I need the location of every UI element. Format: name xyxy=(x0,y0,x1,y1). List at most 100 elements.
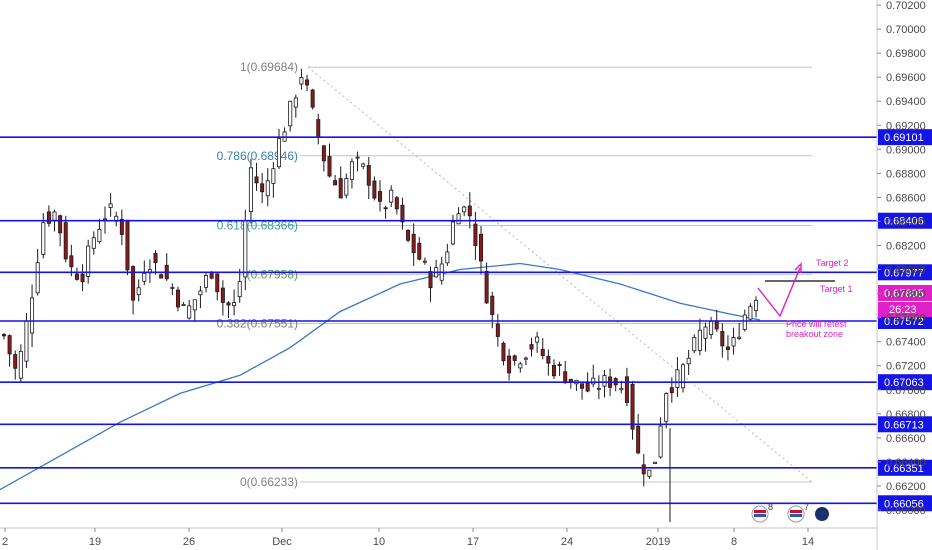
price-tick-label: 0.68800 xyxy=(886,168,926,180)
candle-up xyxy=(86,245,91,277)
flag-stripe xyxy=(790,510,802,513)
countdown-tag xyxy=(878,301,932,317)
candle-down xyxy=(333,180,338,186)
candle-up xyxy=(602,375,607,387)
level-price-tag xyxy=(878,495,932,512)
price-axis[interactable]: 0.70200 0.70000 0.69800 0.69600 0.69400 0.692… xyxy=(877,0,926,517)
level-price-label: 0.69101 xyxy=(884,132,924,144)
candle-down xyxy=(400,204,405,223)
candle-down xyxy=(74,273,79,280)
candle-up xyxy=(136,287,141,296)
time-axis[interactable]: 2 19 26 Dec 10 17 24 2019 8 14 xyxy=(2,528,814,548)
candle-up xyxy=(271,168,276,184)
candle-down xyxy=(305,79,310,86)
candle-down xyxy=(131,266,136,301)
candle-up xyxy=(265,180,270,197)
candle-down xyxy=(159,274,164,279)
candle-down xyxy=(316,119,321,138)
candle-down xyxy=(153,253,158,264)
level-price-label: 0.66713 xyxy=(884,419,924,431)
candle-down xyxy=(46,211,51,224)
candle-up xyxy=(52,211,57,221)
horizontal-levels[interactable]: 0.69101 0.68406 0.67977 0.67572 0.67063 0.667… xyxy=(0,129,932,512)
price-tick-label: 0.69400 xyxy=(886,96,926,108)
candle-up xyxy=(523,357,528,360)
candle-down xyxy=(254,176,259,184)
target-1-label: Target 1 xyxy=(820,284,853,294)
time-tick-label: 8 xyxy=(731,536,737,548)
level-price-tag xyxy=(878,459,932,476)
candle-up xyxy=(619,387,624,391)
candle-up xyxy=(591,377,596,385)
price-tick-label: 0.70000 xyxy=(886,24,926,36)
candle-up xyxy=(142,272,147,282)
candle-up xyxy=(658,425,663,458)
candle-down xyxy=(585,382,590,392)
candle-down xyxy=(473,223,478,246)
candle-down xyxy=(260,183,265,193)
candle-up xyxy=(187,305,192,319)
time-tick-label: 17 xyxy=(467,536,479,548)
candle-up xyxy=(596,387,601,390)
moving-average-line xyxy=(0,262,761,491)
candle-down xyxy=(411,233,416,253)
candle-up xyxy=(535,336,540,343)
candle-down xyxy=(310,89,315,108)
candle-down xyxy=(2,334,7,337)
price-tick-label: 0.67400 xyxy=(886,337,926,349)
price-tick-label: 0.67000 xyxy=(886,385,926,397)
time-tick-label: Dec xyxy=(272,536,292,548)
breakout-zone-label: breakout zone xyxy=(786,329,843,339)
candle-up xyxy=(237,281,242,298)
candle-up xyxy=(30,297,35,334)
price-tick-label: 0.67800 xyxy=(886,289,926,301)
time-tick-label: 10 xyxy=(373,536,385,548)
candle-down xyxy=(490,295,495,315)
fib-level-label: 0(0.66233) xyxy=(240,475,298,489)
candle-down xyxy=(372,180,377,199)
candle-down xyxy=(63,222,68,260)
countdown-label: 26:23 xyxy=(889,304,917,316)
candle-up xyxy=(422,260,427,263)
price-tick-label: 0.68000 xyxy=(886,265,926,277)
time-tick-label: 2019 xyxy=(646,536,670,548)
candle-down xyxy=(636,425,641,454)
candle-down xyxy=(580,383,585,389)
candle-down xyxy=(209,271,214,279)
candle-down xyxy=(58,215,63,234)
annotations[interactable]: Target 2 Target 1 Price will retestbreakou… xyxy=(757,258,853,339)
time-tick-label: 24 xyxy=(561,536,573,548)
price-tick-label: 0.67200 xyxy=(886,361,926,373)
candle-up xyxy=(754,299,759,311)
country-flag-icon xyxy=(815,507,829,521)
candle-up xyxy=(41,222,46,255)
level-price-tag xyxy=(878,212,932,229)
price-tick-label: 0.69000 xyxy=(886,144,926,156)
candle-down xyxy=(80,273,85,283)
candle-down xyxy=(551,365,556,377)
candle-up xyxy=(450,221,455,245)
candle-down xyxy=(467,205,472,217)
time-tick-label: 26 xyxy=(183,536,195,548)
candle-up xyxy=(288,100,293,127)
candle-up xyxy=(456,213,461,225)
candle-up xyxy=(181,304,186,307)
candle-up xyxy=(232,302,237,307)
candle-up xyxy=(675,369,680,388)
candle-up xyxy=(170,287,175,289)
candle-down xyxy=(7,335,12,355)
candle-up xyxy=(198,290,203,296)
candle-up xyxy=(462,206,467,213)
fib-level-label: 0.618(0.68366) xyxy=(217,219,298,233)
candle-up xyxy=(709,321,714,335)
candle-up xyxy=(737,336,742,339)
candle-up xyxy=(664,393,669,422)
candle-down xyxy=(383,207,388,210)
event-count-badge: 7 xyxy=(804,502,809,512)
fibonacci-retracement[interactable]: 1(0.69684) 0.786(0.68946) 0.618(0.68366) (0… xyxy=(217,60,813,489)
candle-down xyxy=(215,273,220,293)
candle-down xyxy=(377,191,382,202)
level-price-tag xyxy=(878,312,932,329)
